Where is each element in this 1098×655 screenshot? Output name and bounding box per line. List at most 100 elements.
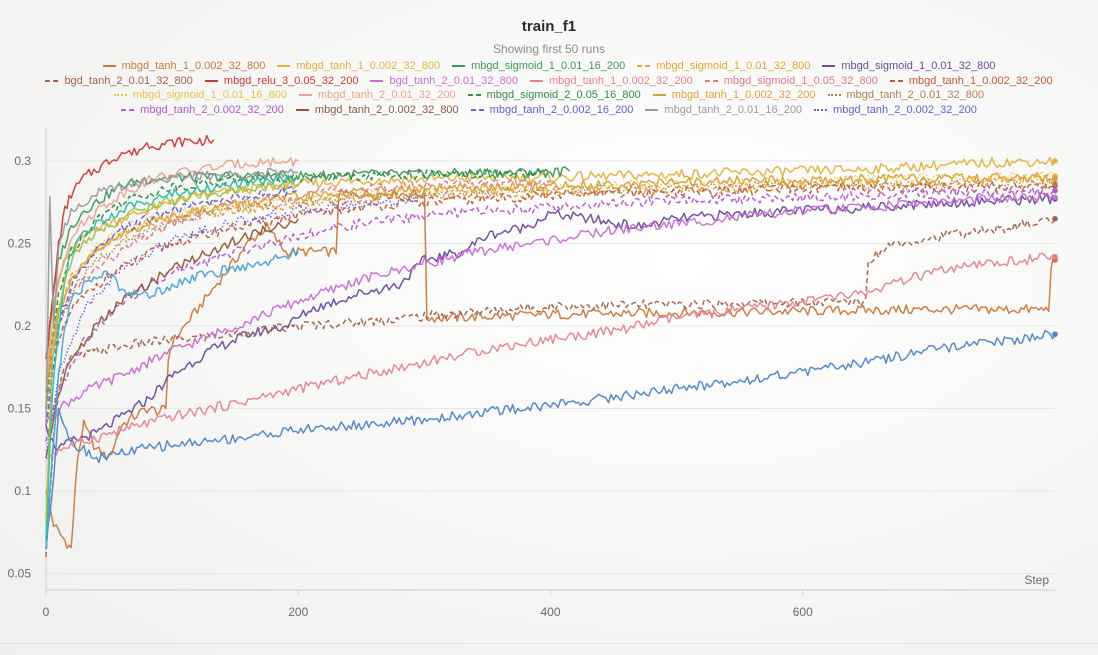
legend-swatch bbox=[822, 65, 836, 68]
legend-swatch bbox=[704, 79, 718, 82]
series-line bbox=[45, 194, 1056, 451]
legend-swatch bbox=[121, 108, 135, 111]
series-end-point bbox=[1052, 331, 1058, 338]
series-end-point bbox=[1052, 158, 1058, 164]
legend-item[interactable]: mbgd_tanh_1_0.002_32_200 bbox=[652, 88, 816, 103]
legend-swatch bbox=[814, 108, 828, 111]
legend-item[interactable]: mbgd_tanh_2_0.01_16_200 bbox=[645, 103, 802, 118]
legend-item[interactable]: mbgd_tanh_1_0.002_32_800 bbox=[277, 59, 440, 74]
legend-label: mbgd_tanh_2_0.002_32_800 bbox=[314, 103, 459, 116]
legend-label: mbgd_tanh_2_0.002_32_200 bbox=[833, 103, 977, 116]
series-line bbox=[45, 179, 299, 525]
legend-item[interactable]: mbgd_tanh_2_0.002_16_200 bbox=[470, 103, 634, 118]
series-line bbox=[45, 217, 1056, 558]
legend-item[interactable]: mbgd_tanh_2_0.01_32_800 bbox=[827, 88, 985, 103]
series-line bbox=[45, 218, 299, 459]
legend-label: bgd_tanh_2_0.01_32_800 bbox=[64, 74, 193, 87]
legend-label: mbgd_tanh_2_0.01_32_200 bbox=[317, 89, 456, 101]
series-end-point bbox=[1052, 194, 1058, 201]
y-tick-label: 0.2 bbox=[14, 319, 31, 333]
x-tick-label: 0 bbox=[43, 605, 50, 619]
series-line bbox=[45, 252, 1056, 460]
series-end-point bbox=[1052, 174, 1058, 181]
series-end-point bbox=[1052, 215, 1058, 222]
legend-label: mbgd_sigmoid_1_0.01_32_800 bbox=[841, 60, 996, 72]
x-tick-label: 200 bbox=[288, 605, 308, 619]
y-tick-label: 0.25 bbox=[8, 237, 32, 251]
legend-item[interactable]: mbgd_sigmoid_1_0.01_32_800 bbox=[637, 59, 810, 74]
legend-swatch bbox=[370, 79, 384, 82]
legend-item[interactable]: mbgd_tanh_1_0.002_32_200 bbox=[529, 74, 693, 89]
legend-item[interactable]: bgd_tanh_2_0.01_32_800 bbox=[370, 74, 518, 89]
series-line bbox=[45, 192, 1056, 426]
legend-swatch bbox=[295, 108, 309, 111]
series-line bbox=[45, 166, 570, 360]
legend-item[interactable]: mbgd_tanh_2_0.002_32_800 bbox=[295, 103, 459, 118]
legend-swatch bbox=[204, 79, 218, 82]
legend-item[interactable]: mbgd_sigmoid_1_0.01_16_800 bbox=[113, 88, 287, 103]
legend-swatch bbox=[452, 65, 466, 68]
chart-subtitle: Showing first 50 runs bbox=[492, 42, 606, 56]
legend-item[interactable]: mbgd_tanh_1_0.002_32_800 bbox=[102, 59, 266, 74]
legend-swatch bbox=[645, 108, 659, 111]
legend-swatch bbox=[637, 65, 651, 68]
legend-label: mbgd_tanh_1_0.002_32_200 bbox=[908, 74, 1053, 87]
legend-item[interactable]: mbgd_sigmoid_2_0.05_16_800 bbox=[467, 88, 641, 103]
series-line bbox=[45, 178, 551, 409]
legend-label: mbgd_relu_3_0.05_32_200 bbox=[223, 74, 359, 87]
legend-item[interactable]: mbgd_sigmoid_1_0.01_16_200 bbox=[452, 59, 625, 74]
x-tick-label: 400 bbox=[540, 605, 560, 619]
legend-item[interactable]: mbgd_tanh_2_0.002_32_200 bbox=[121, 103, 284, 118]
series-line bbox=[45, 167, 299, 426]
legend-swatch bbox=[102, 65, 116, 68]
chart-legend: mbgd_tanh_1_0.002_32_800 mbgd_tanh_1_0.00… bbox=[0, 59, 1098, 117]
series-line bbox=[45, 194, 425, 459]
series-end-point bbox=[1052, 187, 1058, 194]
legend-item[interactable]: mbgd_tanh_2_0.01_32_200 bbox=[298, 88, 456, 103]
x-axis-label: Step bbox=[1024, 573, 1049, 587]
y-tick-label: 0.15 bbox=[8, 402, 32, 416]
legend-label: mbgd_tanh_1_0.002_32_800 bbox=[296, 60, 441, 72]
legend-row: mbgd_tanh_1_0.002_32_800 mbgd_tanh_1_0.00… bbox=[0, 59, 1098, 74]
legend-label: mbgd_tanh_1_0.002_32_200 bbox=[548, 74, 693, 87]
series-end-point bbox=[1052, 253, 1058, 260]
legend-label: mbgd_tanh_2_0.01_32_800 bbox=[846, 89, 985, 101]
legend-swatch bbox=[467, 94, 481, 97]
legend-swatch bbox=[470, 108, 484, 111]
series-end-point bbox=[1052, 181, 1058, 187]
legend-item[interactable]: mbgd_tanh_1_0.002_32_200 bbox=[889, 74, 1053, 89]
legend-label: mbgd_sigmoid_1_0.01_32_800 bbox=[656, 60, 811, 72]
series-line bbox=[45, 134, 215, 360]
series-line bbox=[45, 170, 1056, 393]
legend-label: mbgd_tanh_1_0.002_32_800 bbox=[121, 60, 266, 72]
series-line bbox=[45, 186, 299, 426]
legend-label: mbgd_sigmoid_1_0.01_16_200 bbox=[471, 60, 626, 72]
legend-label: bgd_tanh_2_0.01_32_800 bbox=[389, 74, 518, 87]
legend-swatch bbox=[889, 79, 903, 82]
legend-label: mbgd_tanh_2_0.002_16_200 bbox=[489, 103, 634, 116]
legend-swatch bbox=[652, 94, 666, 97]
legend-swatch bbox=[298, 94, 312, 97]
x-tick-label: 600 bbox=[793, 605, 813, 619]
series-line bbox=[45, 188, 1056, 549]
series-line bbox=[45, 182, 1056, 426]
y-tick-label: 0.1 bbox=[14, 484, 31, 498]
legend-swatch bbox=[113, 94, 127, 97]
series-line bbox=[45, 173, 1056, 393]
legend-row: mbgd_sigmoid_1_0.01_16_800 mbgd_tanh_2_0.… bbox=[0, 88, 1098, 103]
panel-divider bbox=[0, 643, 1098, 644]
legend-item[interactable]: mbgd_sigmoid_1_0.05_32_800 bbox=[704, 74, 878, 89]
legend-label: mbgd_tanh_1_0.002_32_200 bbox=[671, 89, 816, 101]
legend-item[interactable]: mbgd_tanh_2_0.002_32_200 bbox=[814, 103, 977, 118]
legend-row: mbgd_tanh_2_0.002_32_200 mbgd_tanh_2_0.00… bbox=[0, 103, 1098, 118]
legend-label: mbgd_sigmoid_2_0.05_16_800 bbox=[486, 89, 641, 101]
legend-label: mbgd_tanh_2_0.01_16_200 bbox=[664, 103, 803, 116]
legend-swatch bbox=[529, 79, 543, 82]
legend-swatch bbox=[45, 79, 59, 82]
legend-item[interactable]: mbgd_relu_3_0.05_32_200 bbox=[204, 74, 359, 89]
legend-item[interactable]: mbgd_sigmoid_1_0.01_32_800 bbox=[822, 59, 995, 74]
series-line bbox=[45, 247, 299, 549]
legend-item[interactable]: bgd_tanh_2_0.01_32_800 bbox=[45, 74, 193, 89]
